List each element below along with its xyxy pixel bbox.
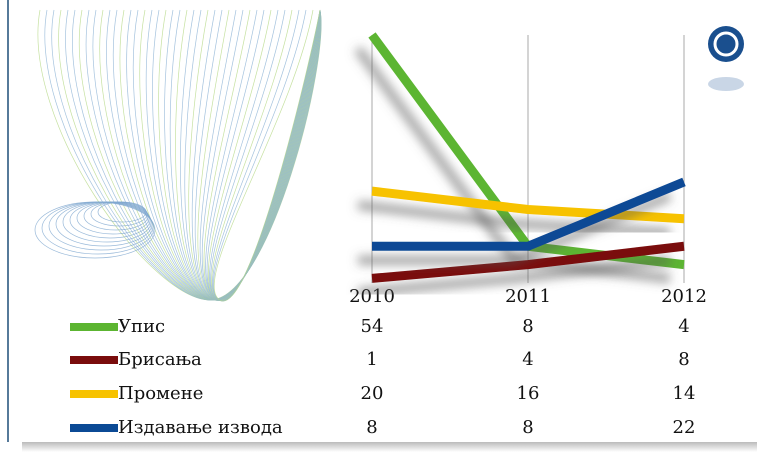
decor-ellipse	[97, 201, 147, 223]
table-value: 54	[361, 316, 384, 337]
table-value: 8	[366, 417, 377, 438]
legend-label: Издавање извода	[118, 417, 283, 438]
legend-swatch	[70, 356, 118, 364]
decor-curve	[213, 9, 321, 302]
table-value: 14	[673, 383, 696, 404]
table-value: 4	[678, 316, 689, 337]
table-value: 4	[522, 349, 533, 370]
logo-reflection	[708, 77, 744, 91]
x-tick-label: 2012	[661, 286, 707, 307]
table-value: 22	[673, 417, 696, 438]
table-value: 16	[517, 383, 540, 404]
table-value: 20	[361, 383, 384, 404]
logo-mark	[713, 31, 739, 57]
x-tick-label: 2011	[505, 286, 551, 307]
table-value: 8	[678, 349, 689, 370]
legend-label: Упис	[118, 316, 165, 337]
x-tick-label: 2010	[349, 286, 395, 307]
legend-swatch	[70, 390, 118, 398]
legend-swatch	[70, 424, 118, 432]
logo	[708, 26, 744, 91]
legend-swatch	[70, 323, 118, 331]
table-value: 8	[522, 316, 533, 337]
series-line	[372, 177, 686, 251]
series-line	[371, 241, 685, 283]
table-value: 8	[522, 417, 533, 438]
decoration	[34, 9, 322, 302]
series-line	[371, 186, 685, 224]
logo-circle	[708, 26, 744, 62]
bottom-shadow	[22, 442, 757, 452]
legend-label: Промене	[118, 383, 203, 404]
table-value: 1	[366, 349, 377, 370]
legend-label: Брисања	[118, 349, 202, 370]
